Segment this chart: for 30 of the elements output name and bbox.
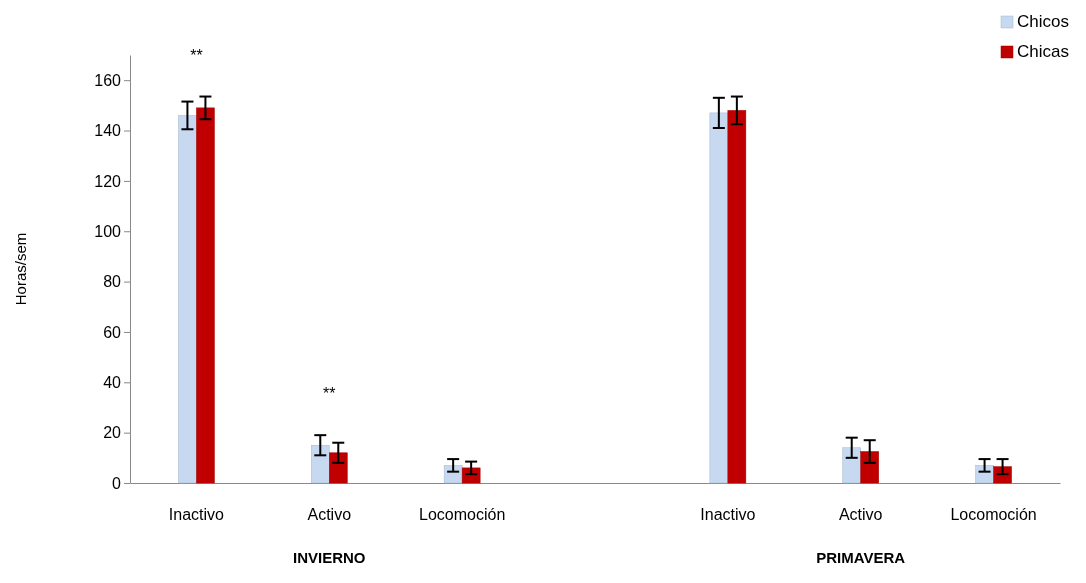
text: PRIMAVERA xyxy=(816,549,906,566)
bar xyxy=(727,110,747,484)
legend-label: Chicas xyxy=(1017,42,1069,61)
x-tick-label: Locomoción xyxy=(950,506,1037,524)
x-tick-label: Locomoción xyxy=(419,506,506,524)
y-tick-label: 100 xyxy=(94,222,122,240)
y-tick-label: 140 xyxy=(94,122,122,140)
x-tick-label: Inactivo xyxy=(700,506,756,524)
bar xyxy=(178,115,197,484)
y-tick-label: 20 xyxy=(103,424,122,442)
y-axis-title: Horas/sem xyxy=(12,232,29,306)
text: INVIERNO xyxy=(293,549,366,566)
bar xyxy=(329,452,348,484)
x-tick-label: Activo xyxy=(838,506,883,524)
x-tick-label: Activo xyxy=(307,506,352,524)
y-tick-label: 40 xyxy=(103,373,122,391)
bar xyxy=(311,444,330,484)
bar xyxy=(196,107,215,484)
y-tick-label: 160 xyxy=(94,71,122,89)
bar xyxy=(709,112,729,484)
bar xyxy=(842,447,861,484)
y-tick-label: 120 xyxy=(94,172,122,190)
bar xyxy=(860,451,879,484)
legend-label: Chicos xyxy=(1017,12,1069,31)
annotation: ** xyxy=(323,385,336,403)
y-tick-label: 60 xyxy=(103,323,122,341)
annotation: ** xyxy=(190,46,203,64)
y-tick-label: 80 xyxy=(103,273,122,291)
y-tick-label: 0 xyxy=(112,474,122,492)
x-tick-label: Inactivo xyxy=(168,506,225,524)
